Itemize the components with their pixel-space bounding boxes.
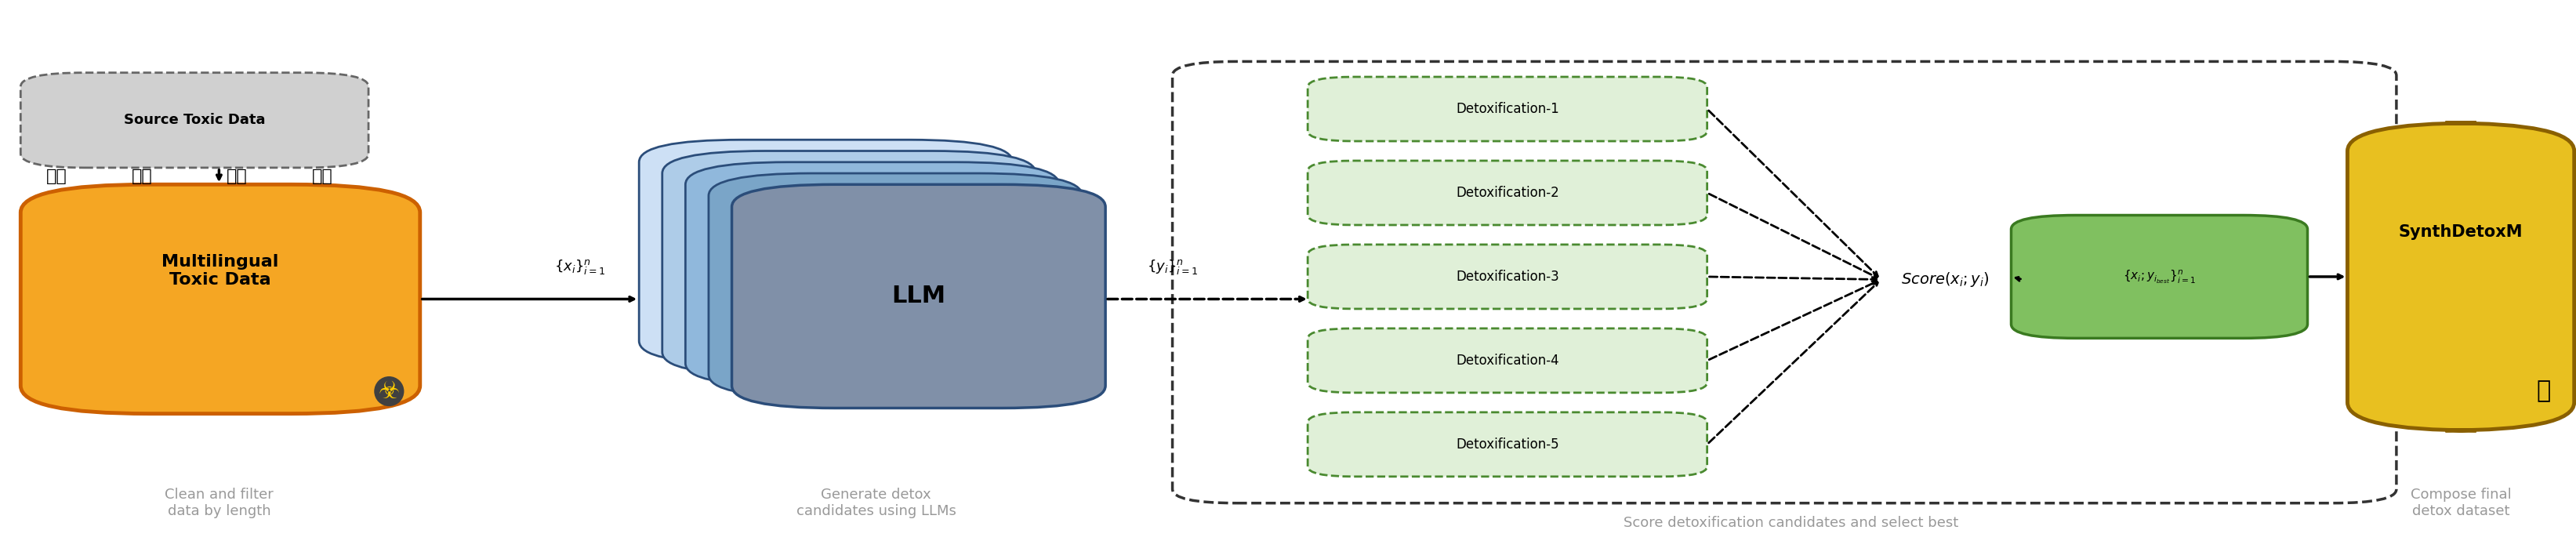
FancyBboxPatch shape — [21, 73, 368, 168]
FancyBboxPatch shape — [1306, 413, 1708, 476]
FancyBboxPatch shape — [2347, 123, 2573, 430]
Text: Clean and filter
data by length: Clean and filter data by length — [165, 488, 273, 518]
FancyBboxPatch shape — [2009, 215, 2308, 338]
FancyBboxPatch shape — [639, 140, 1012, 363]
Text: 🇷🇺: 🇷🇺 — [227, 168, 247, 184]
FancyBboxPatch shape — [708, 173, 1082, 397]
Text: Score detoxification candidates and select best: Score detoxification candidates and sele… — [1623, 515, 1958, 530]
Text: 🇪🇸: 🇪🇸 — [46, 168, 67, 184]
Text: Compose final
detox dataset: Compose final detox dataset — [2409, 488, 2512, 518]
Text: Score$(x_i; y_i)$: Score$(x_i; y_i)$ — [1901, 271, 1989, 288]
Text: SynthDetoxM: SynthDetoxM — [2398, 224, 2522, 240]
Text: 🤖: 🤖 — [2535, 380, 2550, 402]
Text: Multilingual
Toxic Data: Multilingual Toxic Data — [162, 254, 278, 288]
FancyBboxPatch shape — [1306, 329, 1708, 392]
Text: Detoxification-3: Detoxification-3 — [1455, 269, 1558, 284]
Text: Detoxification-5: Detoxification-5 — [1455, 437, 1558, 452]
FancyBboxPatch shape — [21, 184, 420, 414]
Text: $\{y_i\}_{i=1}^n$: $\{y_i\}_{i=1}^n$ — [1146, 259, 1198, 277]
Text: Detoxification-4: Detoxification-4 — [1455, 353, 1558, 368]
FancyBboxPatch shape — [1306, 245, 1708, 309]
Text: Detoxification-2: Detoxification-2 — [1455, 186, 1558, 200]
FancyBboxPatch shape — [1306, 161, 1708, 225]
Text: 🇫🇷: 🇫🇷 — [312, 168, 332, 184]
Text: 🇩🇪: 🇩🇪 — [131, 168, 152, 184]
FancyBboxPatch shape — [662, 151, 1036, 375]
Text: LLM: LLM — [891, 285, 945, 307]
Text: Detoxification-1: Detoxification-1 — [1455, 102, 1558, 116]
Text: Generate detox
candidates using LLMs: Generate detox candidates using LLMs — [796, 488, 956, 518]
FancyBboxPatch shape — [1306, 77, 1708, 141]
Text: $\{x_i; y_{i_{best}}\}_{i=1}^n$: $\{x_i; y_{i_{best}}\}_{i=1}^n$ — [2123, 268, 2195, 285]
Text: ☣: ☣ — [379, 380, 399, 402]
Text: Source Toxic Data: Source Toxic Data — [124, 113, 265, 127]
FancyBboxPatch shape — [732, 184, 1105, 408]
Text: $\{x_i\}_{i=1}^n$: $\{x_i\}_{i=1}^n$ — [554, 259, 605, 277]
FancyBboxPatch shape — [685, 162, 1059, 386]
